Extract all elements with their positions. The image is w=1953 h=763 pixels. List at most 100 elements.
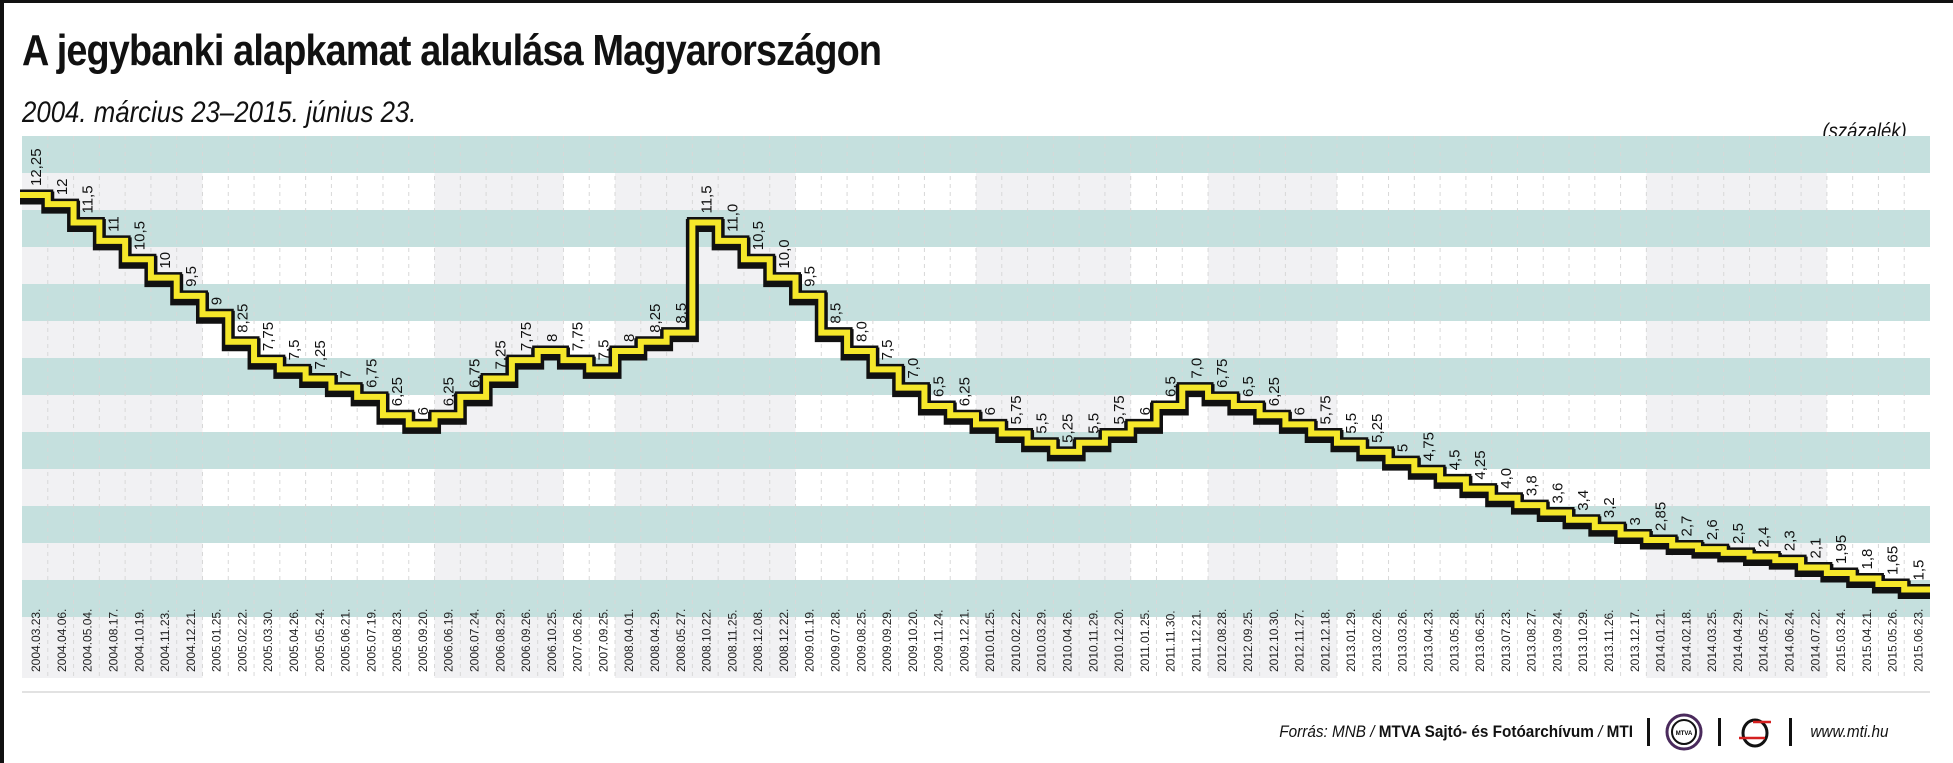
value-label: 5,75: [1008, 395, 1025, 424]
value-label: 6,25: [441, 377, 458, 406]
value-label: 5,25: [1060, 414, 1077, 443]
date-label: 2012.10.30.: [1267, 609, 1281, 672]
value-label: 7,75: [518, 322, 535, 351]
source-separator: /: [1593, 722, 1607, 741]
date-label: 2013.10.29.: [1576, 609, 1590, 672]
value-label: 2,3: [1781, 530, 1798, 551]
date-label: 2005.03.30.: [261, 609, 275, 672]
date-label: 2015.06.23.: [1911, 609, 1925, 672]
chart-title: A jegybanki alapkamat alakulása Magyaror…: [22, 26, 882, 75]
date-label: 2005.05.24.: [313, 609, 327, 672]
date-label: 2009.12.21.: [957, 609, 971, 672]
value-label: 11,0: [724, 204, 741, 232]
value-label: 6,5: [1240, 376, 1257, 397]
date-label: 2004.03.23.: [29, 609, 43, 672]
value-label: 7,5: [879, 339, 896, 360]
divider: [1718, 718, 1722, 746]
date-label: 2007.09.25.: [596, 609, 610, 672]
mti-logo-icon: [1739, 718, 1772, 748]
date-label: 2005.07.19.: [364, 609, 378, 672]
date-label: 2009.01.19.: [803, 609, 817, 672]
value-label: 3: [1627, 517, 1644, 525]
date-label: 2015.03.24.: [1834, 609, 1848, 672]
date-label: 2013.09.24.: [1550, 609, 1564, 672]
date-label: 2014.02.18.: [1679, 609, 1693, 672]
date-label: 2010.02.22.: [1009, 609, 1023, 672]
date-label: 2008.11.25.: [725, 609, 739, 672]
value-label: 5,5: [1085, 413, 1102, 434]
value-label: 4,25: [1472, 450, 1489, 479]
value-label: 6: [982, 407, 999, 415]
chart-subtitle: 2004. március 23–2015. június 23.: [22, 96, 417, 129]
date-label: 2007.06.26.: [571, 609, 585, 672]
date-label: 2009.07.28.: [828, 609, 842, 672]
date-label: 2010.04.26.: [1061, 609, 1075, 672]
date-label: 2009.11.24.: [932, 609, 946, 672]
date-label: 2004.04.06.: [55, 609, 69, 672]
svg-text:MTVA: MTVA: [1676, 731, 1693, 737]
source-prefix: Forrás: MNB /: [1279, 722, 1379, 741]
value-label: 1,5: [1910, 560, 1927, 581]
date-label: 2004.12.21.: [184, 609, 198, 672]
value-label: 12,25: [28, 148, 45, 186]
website-link[interactable]: www.mti.hu: [1810, 722, 1889, 741]
date-label: 2010.11.29.: [1086, 609, 1100, 672]
date-label: 2005.06.21.: [339, 609, 353, 672]
date-label: 2014.01.21.: [1654, 609, 1668, 672]
date-label: 2011.01.25.: [1138, 609, 1152, 672]
value-label: 7,0: [905, 358, 922, 379]
date-label: 2014.06.24.: [1782, 609, 1796, 672]
date-label: 2012.09.25.: [1241, 609, 1255, 672]
date-label: 2005.01.25.: [210, 609, 224, 672]
value-label: 2,4: [1756, 527, 1773, 548]
date-label: 2014.03.25.: [1705, 609, 1719, 672]
value-label: 3,2: [1601, 497, 1618, 518]
value-label: 8: [621, 334, 638, 342]
value-label: 11,5: [80, 185, 97, 213]
date-label: 2013.08.27.: [1525, 609, 1539, 672]
value-label: 3,8: [1524, 475, 1541, 496]
date-label: 2009.10.20.: [906, 609, 920, 672]
date-label: 2004.11.23.: [158, 609, 172, 672]
value-label: 8: [544, 334, 561, 342]
value-label: 6,25: [389, 377, 406, 406]
date-label: 2013.01.29.: [1344, 609, 1358, 672]
divider: [1647, 718, 1651, 746]
value-label: 10,5: [131, 221, 148, 250]
value-label: 2,1: [1807, 538, 1824, 559]
value-label: 6: [1292, 407, 1309, 415]
value-label: 2,5: [1730, 523, 1747, 544]
value-label: 8,5: [673, 303, 690, 324]
date-label: 2013.02.26.: [1370, 609, 1384, 672]
value-label: 6,75: [467, 359, 484, 388]
date-label: 2012.12.18.: [1318, 609, 1332, 672]
date-label: 2006.10.25.: [545, 609, 559, 672]
value-label: 10,5: [750, 221, 767, 250]
value-label: 10: [157, 252, 174, 269]
date-label: 2013.05.28.: [1447, 609, 1461, 672]
date-label: 2006.06.19.: [442, 609, 456, 672]
value-label: 6,25: [1266, 377, 1283, 406]
value-label: 5,75: [1317, 395, 1334, 424]
value-label: 12: [54, 178, 71, 195]
date-label: 2015.04.21.: [1860, 609, 1874, 672]
value-label: 5,75: [1111, 395, 1128, 424]
value-label: 11: [106, 216, 123, 232]
date-label: 2012.11.27.: [1293, 609, 1307, 672]
value-label: 5,5: [1034, 413, 1051, 434]
value-label: 5: [1395, 444, 1412, 452]
value-label: 2,85: [1653, 502, 1670, 531]
value-label: 1,8: [1859, 549, 1876, 570]
value-label: 4,75: [1421, 432, 1438, 461]
value-label: 9,5: [802, 266, 819, 287]
value-label: 8,5: [827, 303, 844, 324]
value-label: 8,25: [234, 304, 251, 333]
date-label: 2005.09.20.: [416, 609, 430, 672]
date-label: 2008.04.29.: [648, 609, 662, 672]
date-label: 2006.09.26.: [519, 609, 533, 672]
date-label: 2013.07.23.: [1499, 609, 1513, 672]
value-label: 7,75: [570, 322, 587, 351]
value-label: 10,0: [776, 239, 793, 268]
date-label: 2011.12.21.: [1189, 609, 1203, 672]
